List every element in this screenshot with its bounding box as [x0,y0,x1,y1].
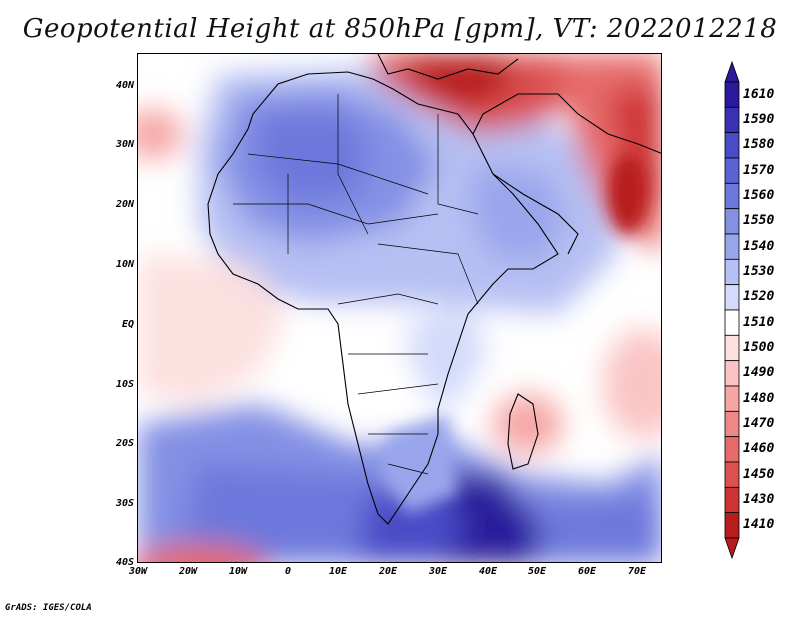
lat-label-40n: 40N [115,80,134,91]
lon-label-40e: 40E [478,566,498,577]
colorbar-level-label: 1540 [743,238,775,254]
colorbar-top-triangle [724,60,740,83]
lat-label-10n: 10N [115,259,134,270]
country-borders [233,94,479,475]
lon-label-70e: 70E [627,566,647,577]
lat-label-40s: 40S [115,557,134,568]
colorbar-level-label: 1580 [743,137,775,153]
colorbar-level-label: 1430 [743,492,775,507]
colorbar-swatch [724,461,740,488]
coastlines [207,54,661,525]
colorbar-level-label: 1470 [743,416,775,431]
colorbar-swatch [724,486,740,514]
madagascar-coastline [507,393,539,470]
lat-label-30s: 30S [115,498,134,509]
lon-label-60e: 60E [577,566,597,577]
middle-east-coast [472,93,661,154]
colorbar-level-label: 1590 [743,112,775,127]
colorbar-swatch [724,182,740,210]
colorbar-swatch [724,81,740,108]
lon-label-0: 0 [284,566,292,577]
colorbar-level-label: 1530 [743,264,775,279]
colorbar-swatch [724,410,740,438]
mediterranean-north-coast [377,54,519,80]
colorbar-level-label: 1500 [743,340,775,355]
colorbar-level-label: 1560 [743,188,775,203]
arabia-coast [492,173,579,255]
lon-label-20e: 20E [378,566,398,577]
lon-label-20w: 20W [178,566,198,577]
colorbar-swatch [724,360,740,387]
colorbar-swatch [724,334,740,362]
lon-label-30e: 30E [428,566,448,577]
colorbar-swatch [724,258,740,286]
colorbar-level-label: 1610 [743,86,775,102]
colorbar-level-label: 1570 [743,162,775,178]
map-plot-area [137,53,662,563]
colorbar-swatch [724,436,740,463]
colorbar-swatch [724,157,740,184]
lon-label-10e: 10E [328,566,348,577]
colorbar-swatch [724,208,740,235]
lon-label-10w: 10W [228,566,248,577]
lat-label-30n: 30N [115,139,134,150]
lat-label-20n: 20N [115,199,134,210]
colorbar-swatch [724,106,740,134]
colorbar [724,60,740,560]
grads-credit: GrADS: IGES/COLA [5,603,92,613]
lon-label-50e: 50E [527,566,547,577]
colorbar-swatch [724,385,740,412]
colorbar-level-label: 1510 [743,314,775,330]
colorbar-swatch [724,512,740,539]
map-title: Geopotential Height at 850hPa [gpm], VT:… [22,14,778,44]
colorbar-level-label: 1550 [743,213,775,229]
height-field-detail [378,154,648,514]
colorbar-swatch [724,309,740,336]
colorbar-level-label: 1450 [743,466,775,482]
africa-coastline [207,71,559,525]
colorbar-level-label: 1480 [743,390,775,406]
lat-label-10s: 10S [115,379,134,390]
colorbar-level-label: 1490 [743,365,775,381]
colorbar-level-label: 1410 [743,517,775,533]
colorbar-swatch [724,132,740,159]
colorbar-swatch [724,284,740,311]
colorbar-level-label: 1520 [743,289,775,305]
colorbar-bottom-triangle [724,537,740,560]
lat-label-eq: EQ [121,319,134,330]
lon-label-30w: 30W [128,566,148,577]
geopotential-map [138,54,661,562]
colorbar-level-label: 1460 [743,441,775,457]
lat-label-20s: 20S [115,438,134,449]
colorbar-swatch [724,233,740,260]
